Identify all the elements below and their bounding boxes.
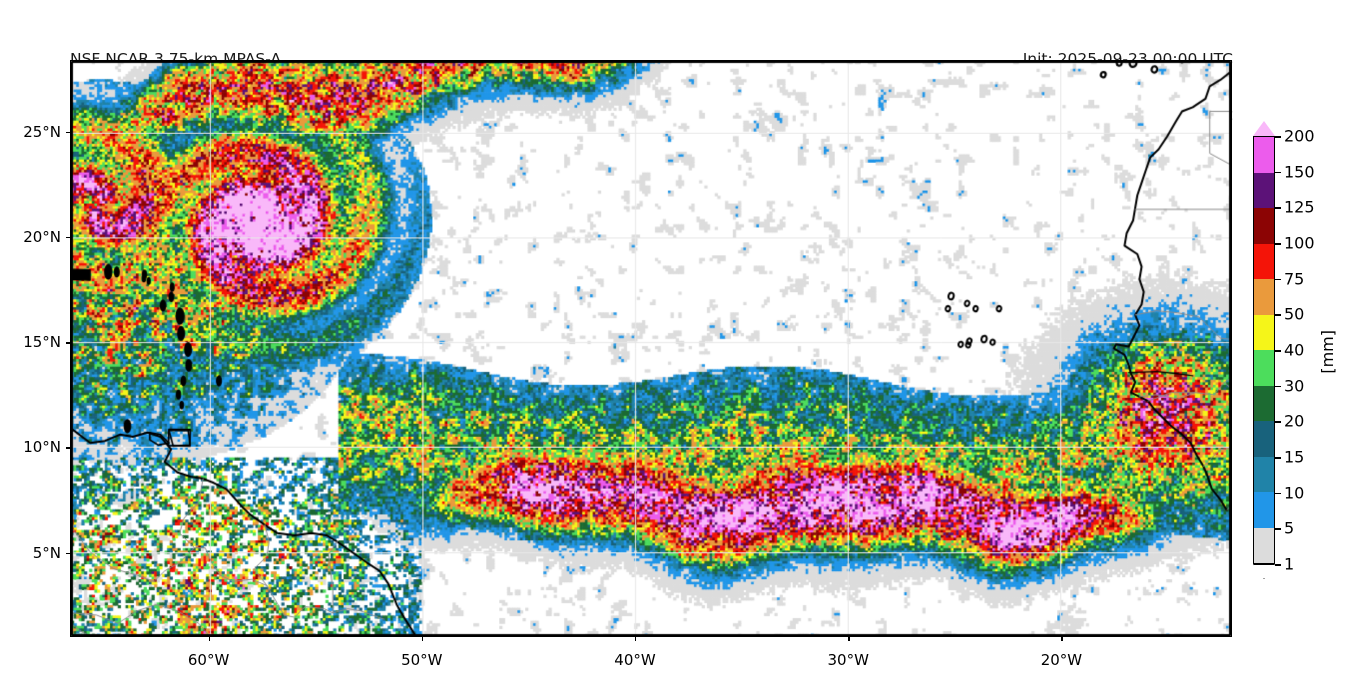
colorbar-tick-mark	[1275, 171, 1281, 174]
colorbar-tick-label: 40	[1284, 340, 1305, 360]
longitude-tick-label: 60°W	[187, 651, 230, 669]
longitude-tick-mark	[421, 637, 424, 641]
latitude-tick-mark	[66, 131, 70, 133]
colorbar: 1 5 10 15 20 30 40 50 75 100 125 150 200	[1252, 120, 1315, 579]
colorbar-tick-mark	[1275, 492, 1281, 495]
colorbar-band	[1254, 279, 1274, 315]
longitude-tick-mark	[635, 637, 637, 641]
colorbar-tick-label: 30	[1284, 376, 1305, 396]
colorbar-bands	[1253, 136, 1275, 564]
latitude-tick-label: 5°N	[32, 543, 61, 562]
colorbar-tick-label: 150	[1284, 162, 1315, 182]
colorbar-tick-mark	[1275, 136, 1281, 138]
longitude-tick-label: 40°W	[614, 651, 656, 669]
colorbar-band	[1254, 421, 1274, 457]
colorbar-tick-mark	[1275, 207, 1281, 209]
colorbar-band	[1254, 172, 1274, 209]
colorbar-tick-mark	[1275, 564, 1281, 566]
colorbar-band	[1254, 350, 1274, 386]
colorbar-band	[1254, 137, 1274, 173]
longitude-tick-label: 50°W	[401, 651, 443, 669]
longitude-tick-mark	[848, 637, 850, 641]
colorbar-tick-label: 5	[1284, 518, 1295, 538]
colorbar-tick-label: 1	[1284, 554, 1295, 574]
map-plot-area	[70, 60, 1232, 637]
colorbar-tick-label: 100	[1284, 233, 1315, 253]
colorbar-tick-label: 10	[1284, 483, 1305, 503]
colorbar-band	[1254, 243, 1274, 280]
longitude-tick-label: 30°W	[827, 651, 869, 669]
colorbar-tick-mark	[1275, 421, 1281, 423]
colorbar-tick-label: 50	[1284, 304, 1305, 324]
colorbar-band	[1254, 208, 1274, 244]
colorbar-tick-mark	[1275, 385, 1281, 388]
latitude-tick-label: 20°N	[23, 227, 61, 246]
colorbar-tick-label: 20	[1284, 411, 1305, 431]
colorbar-tick-label: 75	[1284, 269, 1305, 289]
colorbar-tick-mark	[1275, 243, 1281, 245]
colorbar-band	[1254, 527, 1274, 563]
latitude-tick-label: 15°N	[23, 333, 61, 352]
longitude-tick-mark	[208, 637, 210, 641]
colorbar-tick-label: 125	[1284, 197, 1315, 217]
colorbar-band	[1254, 385, 1274, 422]
colorbar-band	[1254, 456, 1274, 493]
precipitation-map-canvas	[71, 61, 1231, 636]
latitude-tick-label: 25°N	[23, 122, 61, 141]
latitude-tick-mark	[66, 342, 70, 344]
colorbar-band	[1254, 314, 1274, 351]
colorbar-tick-mark	[1275, 278, 1281, 281]
colorbar-over-extension	[1253, 121, 1275, 136]
longitude-tick-mark	[1061, 637, 1063, 641]
colorbar-tick-mark	[1275, 350, 1281, 352]
colorbar-unit-label: [mm]	[1318, 330, 1337, 374]
colorbar-tick-label: 15	[1284, 447, 1305, 467]
latitude-tick-label: 10°N	[23, 438, 61, 457]
colorbar-tick-label: 200	[1284, 126, 1315, 146]
colorbar-tick-mark	[1275, 314, 1281, 316]
colorbar-band	[1254, 492, 1274, 528]
colorbar-tick-mark	[1275, 457, 1281, 459]
latitude-tick-mark	[66, 552, 70, 555]
colorbar-under-extension	[1253, 564, 1275, 579]
colorbar-tick-mark	[1275, 528, 1281, 530]
latitude-tick-mark	[66, 447, 70, 449]
longitude-tick-label: 20°W	[1040, 651, 1083, 669]
latitude-tick-mark	[66, 236, 70, 239]
